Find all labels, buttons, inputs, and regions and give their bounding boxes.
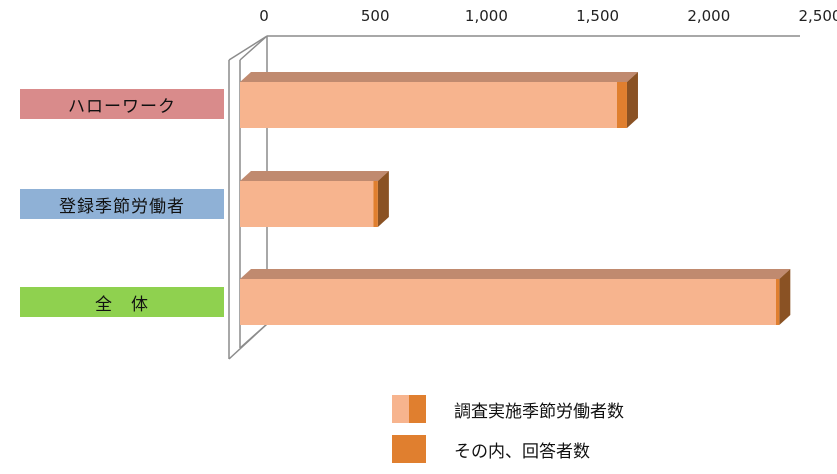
legend-label-surveyed: 調査実施季節労働者数 (454, 401, 624, 422)
x-tick-label: 500 (361, 7, 390, 25)
bar-top-face (240, 72, 638, 82)
legend-item-respondents: その内、回答者数 (392, 434, 624, 464)
bar-surveyed-remainder (775, 279, 780, 325)
legend-swatch-surveyed (392, 395, 426, 423)
bar-side-face (626, 72, 638, 128)
bar-top-face (240, 171, 389, 181)
legend-swatch-respondents (392, 435, 426, 463)
legend-label-respondents: その内、回答者数 (454, 441, 590, 462)
x-axis-ticks: 0 500 1,000 1,500 2,000 2,500 (259, 7, 837, 25)
x-tick-label: 1,000 (465, 7, 508, 25)
category-label-hellowork: ハローワーク (20, 89, 224, 119)
bars (240, 72, 791, 325)
x-tick-label: 0 (259, 7, 269, 25)
outer-wall-top (228, 35, 268, 61)
bar-respondents (240, 82, 617, 128)
bar-side-face (779, 269, 791, 325)
floor-edge (228, 323, 268, 360)
category-label-registered-seasonal-workers: 登録季節労働者 (20, 189, 224, 219)
x-tick-label: 2,000 (687, 7, 730, 25)
bar-respondents (240, 181, 374, 227)
x-tick-label: 2,500 (799, 7, 837, 25)
bar-side-face (377, 171, 389, 227)
category-label-overall: 全 体 (20, 287, 224, 317)
x-tick-label: 1,500 (576, 7, 619, 25)
bar-surveyed-remainder (373, 181, 378, 227)
bar-respondents (240, 279, 776, 325)
bar-surveyed-remainder (616, 82, 627, 128)
bar-top-face (240, 269, 791, 279)
side-wall-top-edge (239, 35, 268, 61)
chart-legend: 調査実施季節労働者数 その内、回答者数 (392, 394, 624, 474)
legend-item-surveyed: 調査実施季節労働者数 (392, 394, 624, 424)
